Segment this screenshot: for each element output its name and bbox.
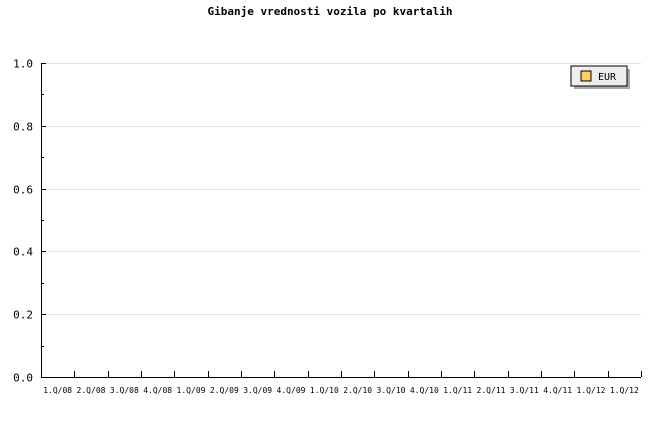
x-tick-label: 3.Q/08 <box>110 386 139 395</box>
x-tick-label: 1.Q/11 <box>443 386 472 395</box>
x-tick-label: 1.Q/12 <box>610 386 639 395</box>
x-tick-label: 1.Q/12 <box>577 386 606 395</box>
x-tick-label: 4.Q/09 <box>277 386 306 395</box>
x-tick-label: 3.Q/10 <box>377 386 406 395</box>
x-tick-label: 2.Q/11 <box>477 386 506 395</box>
y-tick-label: 0.0 <box>13 372 33 385</box>
x-tick-label: 1.Q/09 <box>177 386 206 395</box>
x-tick-label: 4.Q/08 <box>143 386 172 395</box>
x-tick-label: 1.Q/08 <box>43 386 72 395</box>
x-tick-label: 2.Q/10 <box>343 386 372 395</box>
y-tick-label: 0.2 <box>13 309 33 322</box>
legend-label-eur: EUR <box>598 72 617 83</box>
y-tick-label: 0.6 <box>13 184 33 197</box>
x-tick-label: 4.Q/11 <box>543 386 572 395</box>
legend: EUR <box>570 65 630 89</box>
x-tick-label: 1.Q/10 <box>310 386 339 395</box>
legend-swatch-eur <box>580 70 592 82</box>
x-tick-label: 4.Q/10 <box>410 386 439 395</box>
x-tick-label: 2.Q/08 <box>77 386 106 395</box>
y-tick-label: 1.0 <box>13 58 33 71</box>
x-tick-label: 3.Q/11 <box>510 386 539 395</box>
chart-title: Gibanje vrednosti vozila po kvartalih <box>207 5 452 18</box>
x-tick-label: 3.Q/09 <box>243 386 272 395</box>
y-tick-label: 0.8 <box>13 121 33 134</box>
y-tick-label: 0.4 <box>13 246 33 259</box>
x-tick-label: 2.Q/09 <box>210 386 239 395</box>
